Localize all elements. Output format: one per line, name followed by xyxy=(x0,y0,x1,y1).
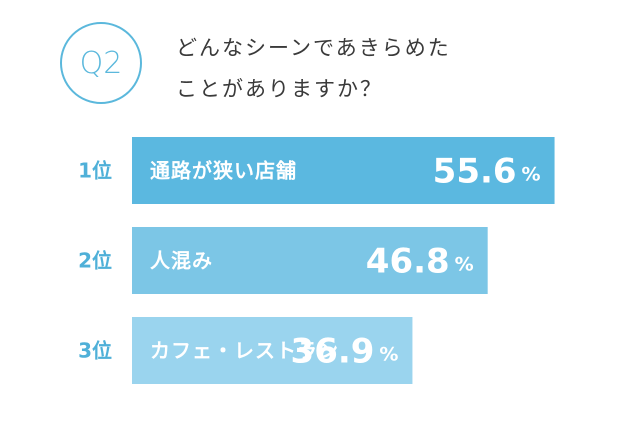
percent-sign: % xyxy=(379,344,398,366)
category-label: カフェ・レストラン xyxy=(150,339,339,363)
value-label: 55.6 xyxy=(433,152,517,192)
bar xyxy=(132,227,488,294)
rank-label: 3位 xyxy=(78,339,112,363)
category-label: 通路が狭い店舗 xyxy=(150,159,297,183)
rank-label: 1位 xyxy=(78,159,112,183)
value-label: 46.8 xyxy=(366,242,450,282)
rank-label: 2位 xyxy=(78,249,112,273)
question-line-2: ことがありますか？ xyxy=(176,77,383,101)
question-text: どんなシーンであきらめた ことがありますか？ xyxy=(176,28,451,110)
category-label: 人混み xyxy=(150,249,213,273)
bar xyxy=(132,317,413,384)
question-line-1: どんなシーンであきらめた xyxy=(176,36,451,60)
percent-sign: % xyxy=(522,164,541,186)
question-number-badge: Q2 xyxy=(60,22,142,104)
percent-sign: % xyxy=(455,254,474,276)
value-label: 36.9 xyxy=(291,332,375,372)
bar xyxy=(132,137,555,204)
